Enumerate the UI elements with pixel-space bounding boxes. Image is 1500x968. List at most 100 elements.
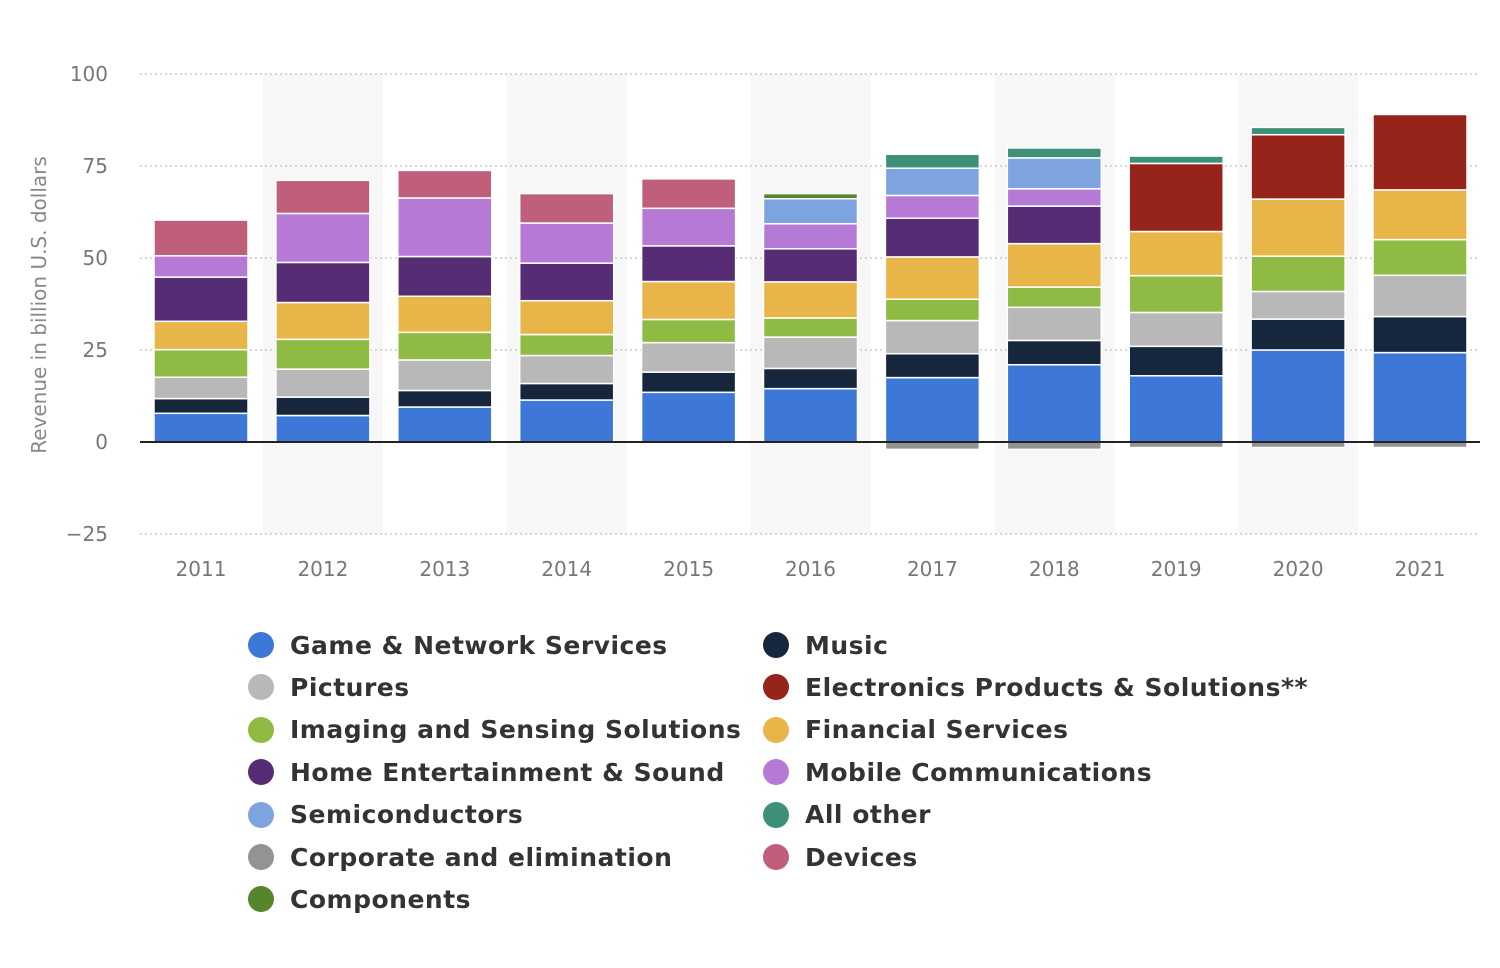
bar-segment[interactable] [275, 368, 371, 398]
bar-segment[interactable] [762, 317, 859, 338]
bar-segment[interactable] [397, 255, 493, 298]
bar-segment[interactable] [1250, 255, 1346, 293]
bar-segment[interactable] [640, 207, 737, 247]
legend-item[interactable]: Home Entertainment & Sound [248, 757, 725, 787]
legend-item[interactable]: Imaging and Sensing Solutions [248, 715, 741, 745]
bar-segment[interactable] [884, 319, 981, 355]
bar-segment[interactable] [518, 262, 615, 302]
bar-segment[interactable] [1128, 375, 1224, 443]
bar-segment[interactable] [884, 376, 981, 443]
bar-segment[interactable] [762, 281, 859, 319]
bar-segment[interactable] [1128, 230, 1224, 277]
bar-segment[interactable] [1006, 286, 1103, 309]
bar-segment[interactable] [884, 352, 981, 379]
bar-segment[interactable] [275, 179, 371, 215]
bar-segment[interactable] [397, 331, 493, 361]
bar-segment[interactable] [153, 255, 249, 278]
bar-segment[interactable] [762, 387, 859, 443]
bar-segment[interactable] [1372, 189, 1468, 241]
bar-segment[interactable] [153, 219, 249, 257]
legend-item[interactable]: Music [763, 630, 888, 660]
bar-segment[interactable] [884, 441, 981, 451]
bar-segment[interactable] [884, 194, 981, 220]
bar-segment[interactable] [518, 354, 615, 385]
bar-segment[interactable] [397, 406, 493, 443]
bar-segment[interactable] [1250, 318, 1346, 351]
bar-segment[interactable] [1006, 188, 1103, 207]
bar-segment[interactable] [640, 341, 737, 373]
legend-item[interactable]: Pictures [248, 672, 410, 702]
bar-segment[interactable] [762, 223, 859, 250]
bar-segment[interactable] [518, 399, 615, 443]
bar-segment[interactable] [884, 217, 981, 258]
bar-segment[interactable] [518, 299, 615, 336]
bar-segment[interactable] [640, 371, 737, 394]
bar-segment[interactable] [275, 338, 371, 370]
bar-segment[interactable] [762, 198, 859, 225]
bar-segment[interactable] [397, 389, 493, 408]
bar-segment[interactable] [518, 222, 615, 264]
bar-segment[interactable] [153, 376, 249, 400]
bar-segment[interactable] [1128, 345, 1224, 377]
bar-segment[interactable] [884, 167, 981, 197]
bar-segment[interactable] [153, 320, 249, 351]
bar-segment[interactable] [1372, 113, 1468, 191]
bar-segment[interactable] [1006, 441, 1103, 451]
bar-segment[interactable] [640, 391, 737, 443]
bar-segment[interactable] [397, 359, 493, 392]
legend-item[interactable]: All other [763, 800, 931, 830]
bar-segment[interactable] [518, 382, 615, 401]
bar-segment[interactable] [1128, 155, 1224, 165]
bar-segment[interactable] [762, 248, 859, 283]
bar-segment[interactable] [1128, 274, 1224, 314]
bar-segment[interactable] [762, 192, 859, 200]
bar-segment[interactable] [884, 153, 981, 169]
bar-segment[interactable] [1372, 315, 1468, 354]
bar-segment[interactable] [1006, 205, 1103, 245]
legend-item[interactable]: Semiconductors [248, 800, 523, 830]
bar-segment[interactable] [884, 298, 981, 322]
bar-segment[interactable] [884, 256, 981, 300]
bar-segment[interactable] [518, 192, 615, 224]
bar-segment[interactable] [153, 397, 249, 415]
legend-item[interactable]: Components [248, 884, 471, 914]
bar-segment[interactable] [275, 301, 371, 341]
bar-segment[interactable] [153, 276, 249, 323]
bar-segment[interactable] [1372, 351, 1468, 443]
bar-segment[interactable] [153, 412, 249, 443]
bar-segment[interactable] [640, 178, 737, 210]
legend-item[interactable]: Financial Services [763, 715, 1068, 745]
legend-item[interactable]: Devices [763, 842, 918, 872]
bar-segment[interactable] [397, 295, 493, 334]
bar-segment[interactable] [1006, 339, 1103, 366]
bar-segment[interactable] [1006, 147, 1103, 159]
bar-segment[interactable] [1372, 274, 1468, 318]
bar-segment[interactable] [275, 414, 371, 443]
bar-segment[interactable] [640, 318, 737, 344]
bar-segment[interactable] [1250, 133, 1346, 200]
legend-item[interactable]: Electronics Products & Solutions** [763, 672, 1308, 702]
bar-segment[interactable] [518, 333, 615, 357]
bar-segment[interactable] [1250, 349, 1346, 443]
legend-item[interactable]: Corporate and elimination [248, 842, 672, 872]
bar-segment[interactable] [275, 212, 371, 264]
bar-segment[interactable] [1006, 306, 1103, 342]
bar-segment[interactable] [1372, 238, 1468, 277]
bar-segment[interactable] [640, 245, 737, 283]
bar-segment[interactable] [1250, 290, 1346, 320]
legend-item[interactable]: Mobile Communications [763, 757, 1152, 787]
bar-segment[interactable] [397, 197, 493, 258]
bar-segment[interactable] [397, 169, 493, 199]
legend-item[interactable]: Game & Network Services [248, 630, 668, 660]
bar-segment[interactable] [762, 336, 859, 370]
bar-segment[interactable] [275, 261, 371, 304]
bar-segment[interactable] [762, 367, 859, 390]
bar-segment[interactable] [1006, 242, 1103, 288]
bar-segment[interactable] [153, 348, 249, 378]
bar-segment[interactable] [1128, 311, 1224, 348]
bar-segment[interactable] [1128, 162, 1224, 233]
bar-segment[interactable] [1006, 363, 1103, 443]
bar-segment[interactable] [275, 396, 371, 417]
bar-segment[interactable] [1250, 198, 1346, 257]
bar-segment[interactable] [640, 280, 737, 321]
